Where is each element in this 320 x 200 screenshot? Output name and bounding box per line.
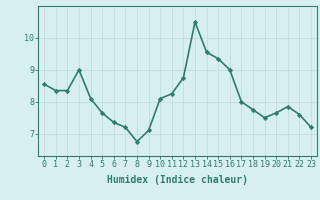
X-axis label: Humidex (Indice chaleur): Humidex (Indice chaleur): [107, 175, 248, 185]
